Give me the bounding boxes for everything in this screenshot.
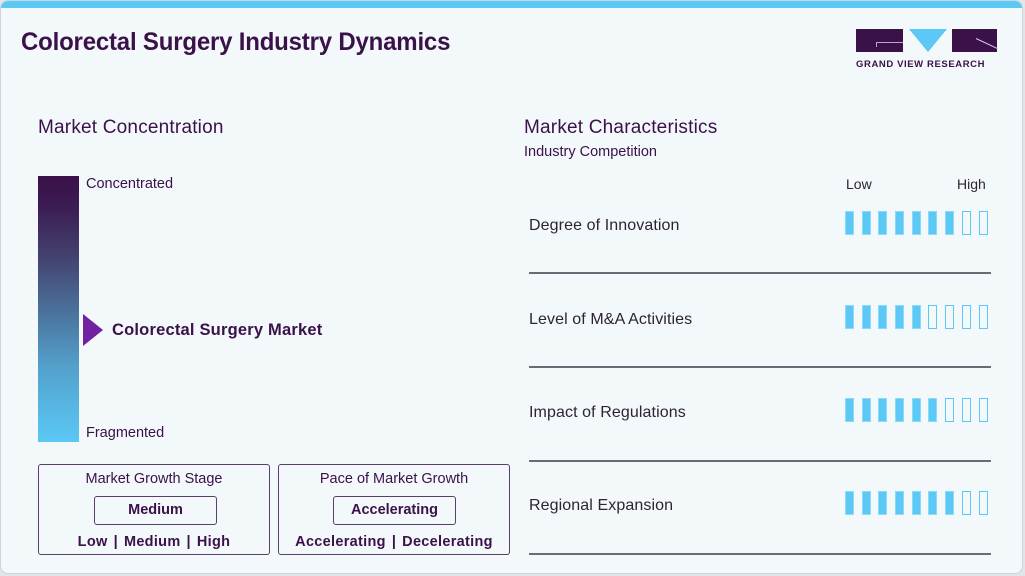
meter-segment-filled <box>845 305 854 329</box>
rating-meter <box>845 491 988 515</box>
market-position-marker-icon <box>83 314 103 346</box>
option-high: High <box>196 534 231 550</box>
market-characteristics-title: Market Characteristics <box>524 117 718 138</box>
row-divider <box>529 460 991 462</box>
meter-segment-empty <box>978 491 988 515</box>
meter-segment-empty <box>961 305 971 329</box>
scale-high-label: High <box>957 176 986 192</box>
separator: | <box>186 534 191 550</box>
rating-meter <box>845 211 988 235</box>
meter-segment-filled <box>878 398 888 422</box>
meter-segment-filled <box>928 398 938 422</box>
characteristic-row: Degree of Innovation <box>529 211 991 247</box>
characteristic-label: Level of M&A Activities <box>529 311 693 328</box>
meter-segment-filled <box>861 305 871 329</box>
meter-segment-filled <box>928 211 938 235</box>
meter-segment-filled <box>911 398 921 422</box>
row-divider <box>529 553 991 555</box>
growth-stage-value: Medium <box>94 496 217 525</box>
industry-competition-subtitle: Industry Competition <box>524 144 657 160</box>
logo-g-tick <box>876 42 877 47</box>
characteristic-label: Impact of Regulations <box>529 404 686 421</box>
row-divider <box>529 272 991 274</box>
meter-segment-empty <box>928 305 938 329</box>
concentration-gradient-bar <box>38 176 79 442</box>
fragmented-label: Fragmented <box>86 425 165 441</box>
meter-segment-empty <box>961 491 971 515</box>
growth-pace-options: Accelerating | Decelerating <box>279 534 509 550</box>
logo-r-block-icon <box>952 29 997 52</box>
meter-segment-filled <box>911 211 921 235</box>
meter-segment-filled <box>895 305 905 329</box>
meter-segment-filled <box>911 305 921 329</box>
meter-segment-empty <box>978 305 988 329</box>
option-accelerating: Accelerating <box>295 534 386 550</box>
meter-segment-filled <box>845 398 854 422</box>
separator: | <box>391 534 397 550</box>
page-title: Colorectal Surgery Industry Dynamics <box>21 28 451 56</box>
meter-segment-empty <box>978 398 988 422</box>
characteristic-row: Level of M&A Activities <box>529 305 991 341</box>
option-low: Low <box>77 534 108 550</box>
characteristic-row: Regional Expansion <box>529 491 991 527</box>
logo-v-triangle-icon <box>909 29 947 52</box>
market-position-label: Colorectal Surgery Market <box>112 321 323 339</box>
card-title: Market Growth Stage <box>85 471 223 487</box>
meter-segment-empty <box>945 398 955 422</box>
meter-segment-filled <box>895 398 905 422</box>
top-accent-strip <box>1 1 1022 8</box>
pace-of-market-growth-card: Pace of Market Growth Accelerating Accel… <box>278 464 510 555</box>
meter-segment-filled <box>878 211 888 235</box>
meter-segment-filled <box>861 211 871 235</box>
scale-low-label: Low <box>846 176 872 192</box>
market-growth-stage-card: Market Growth Stage Medium Low | Medium | Hi… <box>38 464 270 555</box>
row-divider <box>529 366 991 368</box>
meter-segment-empty <box>978 211 988 235</box>
meter-segment-filled <box>945 211 955 235</box>
meter-segment-empty <box>945 305 955 329</box>
meter-segment-filled <box>911 491 921 515</box>
meter-segment-filled <box>878 491 888 515</box>
meter-segment-filled <box>845 211 854 235</box>
meter-segment-filled <box>895 211 905 235</box>
growth-pace-value: Accelerating <box>333 496 456 525</box>
characteristic-label: Regional Expansion <box>529 497 674 514</box>
market-concentration-title: Market Concentration <box>38 117 224 138</box>
meter-segment-filled <box>945 491 955 515</box>
logo-g-line <box>876 42 903 43</box>
logo-text: GRAND VIEW RESEARCH <box>856 59 986 70</box>
rating-meter <box>845 305 988 329</box>
option-medium: Medium <box>123 534 181 550</box>
meter-segment-empty <box>961 398 971 422</box>
meter-segment-filled <box>861 491 871 515</box>
meter-segment-filled <box>928 491 938 515</box>
meter-segment-filled <box>895 491 905 515</box>
characteristic-label: Degree of Innovation <box>529 217 680 234</box>
growth-stage-options: Low | Medium | High <box>39 534 269 550</box>
meter-segment-filled <box>861 398 871 422</box>
meter-segment-filled <box>845 491 854 515</box>
grand-view-research-logo: GRAND VIEW RESEARCH <box>856 29 999 73</box>
meter-segment-empty <box>961 211 971 235</box>
logo-g-block-icon <box>856 29 903 52</box>
card-title: Pace of Market Growth <box>319 471 469 487</box>
option-decelerating: Decelerating <box>402 534 493 550</box>
meter-segment-filled <box>878 305 888 329</box>
concentrated-label: Concentrated <box>86 176 174 192</box>
separator: | <box>113 534 118 550</box>
characteristic-row: Impact of Regulations <box>529 398 991 434</box>
rating-meter <box>845 398 988 422</box>
